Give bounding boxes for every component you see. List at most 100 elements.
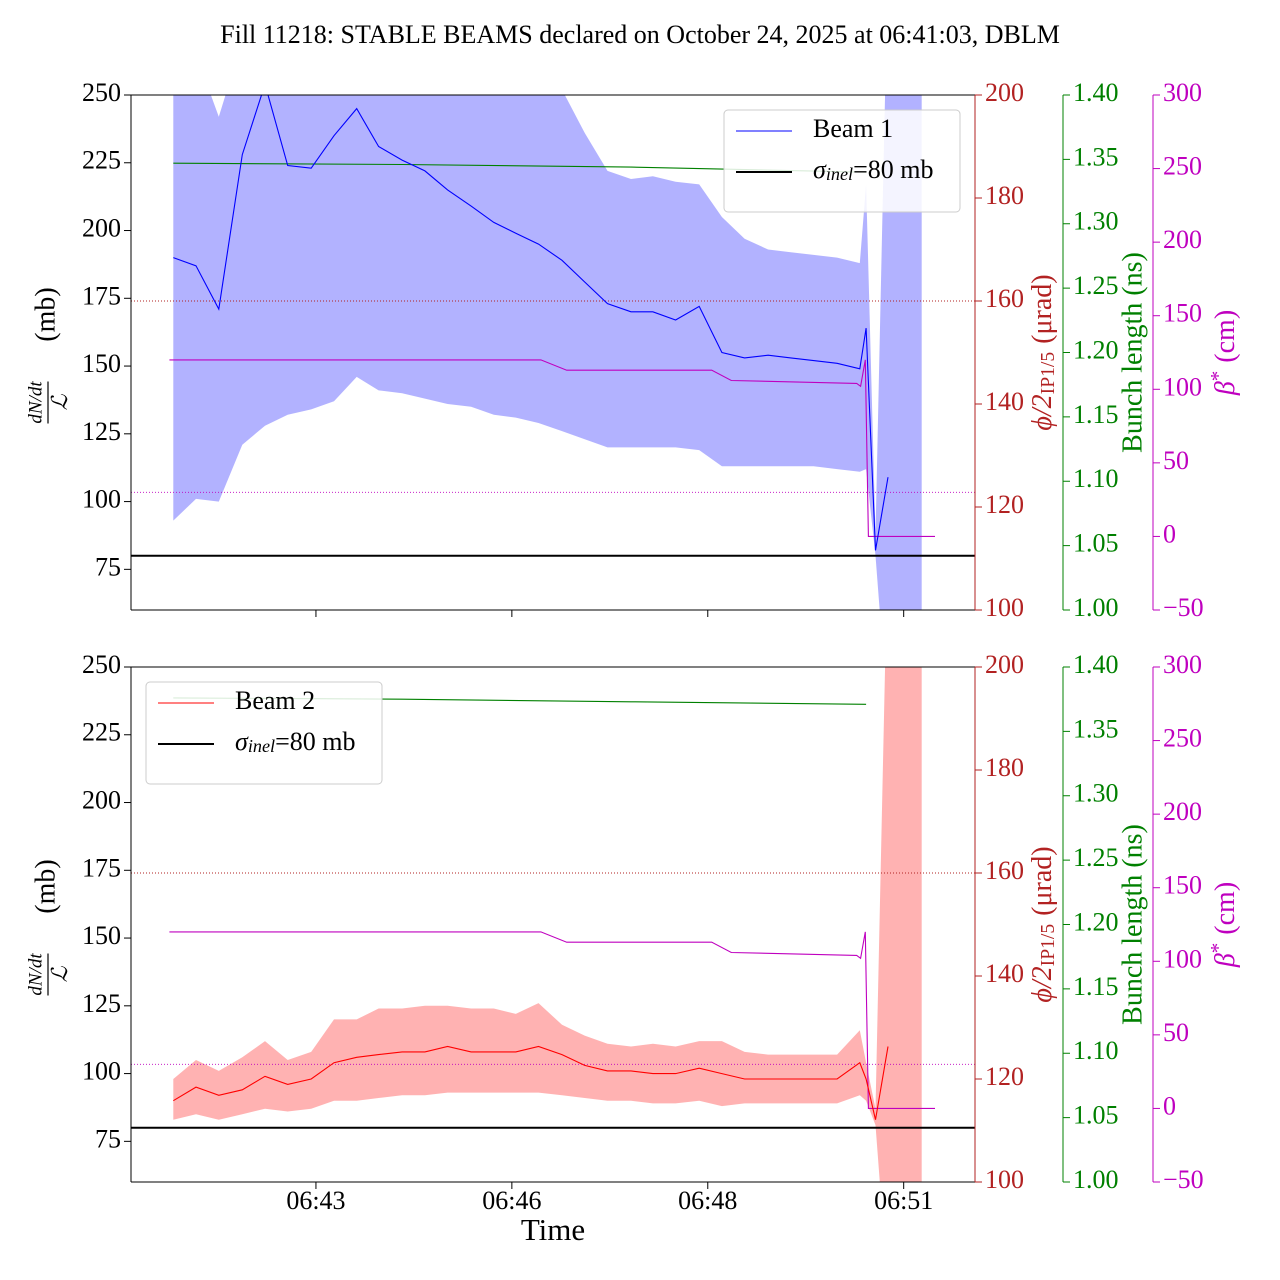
y-tick-label: 100 — [985, 593, 1024, 622]
error-band — [173, 667, 922, 1182]
y-tick-label: 180 — [985, 181, 1024, 210]
y-tick-label: 100 — [985, 1165, 1024, 1194]
y-tick-label: 0 — [1163, 519, 1176, 548]
y-tick-label: 120 — [985, 1062, 1024, 1091]
y-tick-label: 200 — [82, 213, 121, 242]
x-tick-label: 06:51 — [874, 1186, 933, 1215]
y-tick-label: 150 — [82, 349, 121, 378]
label-superscript: * — [1206, 943, 1230, 954]
y-tick-label: 1.35 — [1073, 142, 1119, 171]
series-line — [169, 359, 935, 537]
y-tick-label: 120 — [985, 490, 1024, 519]
y-tick-label: 1.35 — [1073, 714, 1119, 743]
y-tick-label: 100 — [1163, 372, 1202, 401]
y-tick-label: 1.00 — [1073, 593, 1119, 622]
label-subscript: inel — [248, 736, 275, 756]
y-tick-label: 125 — [82, 417, 121, 446]
legend-label: σinel=80 mb — [813, 155, 934, 184]
y-axis-label: β* (cm) — [1206, 310, 1241, 396]
legend-label: Beam 1 — [813, 114, 893, 143]
y-label-unit: (mb) — [30, 859, 61, 913]
y-tick-label: 125 — [82, 989, 121, 1018]
y-tick-label: 200 — [1163, 225, 1202, 254]
y-tick-label: 1.40 — [1073, 650, 1119, 679]
y-tick-label: 1.05 — [1073, 1101, 1119, 1130]
y-tick-label: 225 — [82, 718, 121, 747]
y-tick-label: 100 — [82, 485, 121, 514]
y-tick-label: 1.20 — [1073, 907, 1119, 936]
label-subscript: inel — [826, 164, 853, 184]
y-tick-label: 150 — [1163, 871, 1202, 900]
label-symbol: β — [1210, 953, 1241, 968]
label-symbol: ϕ/2 — [1027, 394, 1058, 430]
y-tick-label: 140 — [985, 387, 1024, 416]
x-tick-label: 06:46 — [482, 1186, 541, 1215]
legend-label: Beam 2 — [235, 686, 315, 715]
label-text: =80 mb — [275, 727, 355, 756]
y-label-numerator: dN/dt — [25, 953, 46, 996]
y-tick-label: 140 — [985, 959, 1024, 988]
y-axis-label: (mb) — [30, 859, 61, 913]
label-text: =80 mb — [853, 155, 933, 184]
y-label-denominator: ℒ — [47, 965, 72, 982]
y-tick-label: 150 — [1163, 299, 1202, 328]
y-tick-label: 1.30 — [1073, 207, 1119, 236]
y-tick-label: 200 — [985, 650, 1024, 679]
label-unit: (μrad) — [1027, 846, 1058, 915]
y-tick-label: 1.20 — [1073, 335, 1119, 364]
label-superscript: * — [1206, 371, 1230, 382]
y-tick-label: 75 — [95, 552, 121, 581]
label-symbol: β — [1210, 381, 1241, 396]
y-tick-label: 1.05 — [1073, 529, 1119, 558]
y-tick-label: −50 — [1163, 1165, 1204, 1194]
y-tick-label: 1.15 — [1073, 400, 1119, 429]
y-tick-label: 1.25 — [1073, 271, 1119, 300]
y-tick-label: 75 — [95, 1124, 121, 1153]
y-tick-label: 300 — [1163, 650, 1202, 679]
error-band — [173, 95, 922, 610]
y-tick-label: 0 — [1163, 1091, 1176, 1120]
y-axis-label: β* (cm) — [1206, 882, 1241, 968]
label-subscript: IP1/5 — [1038, 924, 1059, 967]
label-unit: (cm) — [1210, 310, 1241, 363]
y-tick-label: 1.25 — [1073, 843, 1119, 872]
y-tick-label: 1.40 — [1073, 78, 1119, 107]
y-tick-label: 160 — [985, 284, 1024, 313]
y-axis-label: (mb) — [30, 287, 61, 341]
y-tick-label: 50 — [1163, 1018, 1189, 1047]
y-axis-label: Bunch length (ns) — [1117, 252, 1148, 453]
label-symbol: σ — [813, 155, 827, 184]
series-line — [173, 95, 889, 551]
y-axis-label: ϕ/2IP1/5 (μrad) — [1027, 846, 1058, 1002]
legend: Beam 1 σinel=80 mb — [723, 109, 961, 213]
y-axis-label: ϕ/2IP1/5 (μrad) — [1027, 274, 1058, 430]
y-tick-label: 50 — [1163, 446, 1189, 475]
y-axis-label: Bunch length (ns) — [1117, 824, 1148, 1025]
x-tick-label: 06:48 — [678, 1186, 737, 1215]
y-label-numerator: dN/dt — [25, 381, 46, 424]
y-tick-label: 150 — [82, 921, 121, 950]
series-line — [173, 1045, 889, 1120]
y-tick-label: 200 — [82, 785, 121, 814]
y-tick-label: 100 — [1163, 944, 1202, 973]
y-tick-label: 1.10 — [1073, 464, 1119, 493]
y-tick-label: 200 — [1163, 797, 1202, 826]
y-label-unit: (mb) — [30, 287, 61, 341]
y-tick-label: 100 — [82, 1057, 121, 1086]
series-line — [169, 931, 935, 1109]
figure-title: Fill 11218: STABLE BEAMS declared on Oct… — [220, 20, 1060, 49]
legend-box — [145, 681, 383, 785]
y-tick-label: 250 — [1163, 724, 1202, 753]
y-tick-label: 300 — [1163, 78, 1202, 107]
label-symbol: ϕ/2 — [1027, 966, 1058, 1002]
y-tick-label: 175 — [82, 853, 121, 882]
y-tick-label: 200 — [985, 78, 1024, 107]
y-axis-label: dN/dt ℒ — [25, 381, 72, 424]
y-tick-label: 250 — [1163, 152, 1202, 181]
y-tick-label: 1.00 — [1073, 1165, 1119, 1194]
y-tick-label: 175 — [82, 281, 121, 310]
legend: Beam 2 σinel=80 mb — [145, 681, 383, 785]
x-tick-label: 06:43 — [286, 1186, 345, 1215]
